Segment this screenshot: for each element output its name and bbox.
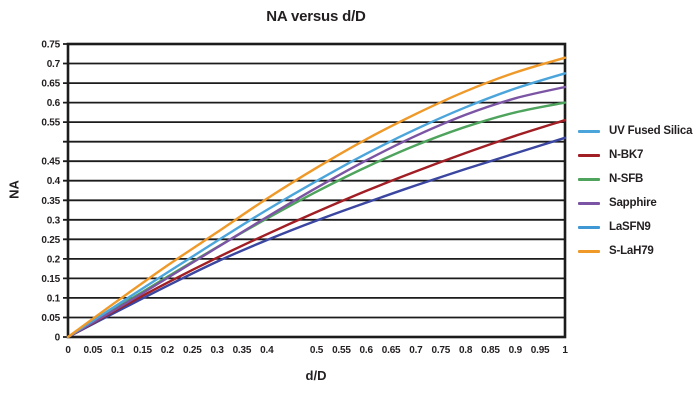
legend-swatch-n-sfb [578,177,600,181]
legend-item-n-bk7: N-BK7 [578,148,692,162]
legend-swatch-sapphire [578,201,600,205]
x-tick-label: 0.95 [531,345,550,356]
x-tick-label: 0.4 [260,345,274,356]
legend-swatch-n-bk7 [578,153,600,157]
legend-swatch-uv-fused-silica [578,129,600,133]
y-tick-label: 0.45 [41,157,60,168]
y-tick-label: 0.05 [41,313,60,324]
y-axis-label: NA [6,180,22,199]
legend-swatch-lasfn9 [578,225,600,229]
y-tick-label: 0 [55,333,61,344]
legend-label: S-LaH79 [609,245,654,257]
x-tick-label: 0.7 [409,345,423,356]
x-tick-label: 0.55 [332,345,351,356]
legend-item-uv-fused-silica: UV Fused Silica [578,124,692,138]
x-tick-label: 0.3 [210,345,224,356]
series-line-n-bk7 [66,119,567,339]
legend-item-lasfn9: LaSFN9 [578,220,692,234]
legend-label: Sapphire [609,197,657,209]
legend-item-s-lah79: S-LaH79 [578,244,692,258]
x-tick-label: 0.6 [360,345,374,356]
x-tick-label: 0.35 [233,345,252,356]
x-tick-label: 0.2 [161,345,175,356]
x-tick-label: 0.8 [459,345,473,356]
legend-swatch-s-lah79 [578,249,600,253]
x-tick-label: 0.05 [83,345,102,356]
x-axis-label: d/D [305,368,327,383]
x-tick-label: 0.1 [111,345,125,356]
y-tick-label: 0.25 [41,235,60,246]
x-tick-label: 0 [65,345,71,356]
series-line-s-lah79 [66,56,567,339]
x-tick-label: 0.5 [310,345,324,356]
y-tick-label: 0.35 [41,196,60,207]
legend: UV Fused Silica N-BK7 N-SFB Sapphire LaSFN9 S… [578,124,692,268]
legend-label: LaSFN9 [609,221,651,233]
x-tick-label: 0.25 [183,345,202,356]
y-tick-label: 0.3 [47,215,61,226]
series-line-sapphire [66,85,567,339]
x-tick-label: 1 [562,345,568,356]
x-tick-label: 0.75 [431,345,450,356]
legend-item-n-sfb: N-SFB [578,172,692,186]
x-tick-label: 0.15 [133,345,152,356]
x-tick-label: 0.9 [509,345,523,356]
chart-title: NA versus d/D [266,8,366,25]
y-tick-label: 0.65 [41,79,60,90]
legend-label: N-SFB [609,173,644,185]
plot-border [66,42,567,339]
y-tick-label: 0.2 [47,254,61,265]
y-tick-label: 0.4 [47,176,61,187]
y-tick-label: 0.1 [47,293,61,304]
y-tick-label: 0.75 [41,40,60,51]
x-tick-label: 0.65 [382,345,401,356]
legend-label: UV Fused Silica [609,125,693,137]
y-tick-label: 0.6 [47,98,61,109]
y-tick-label: 0.55 [41,118,60,129]
legend-item-sapphire: Sapphire [578,196,692,210]
series-line-lasfn9 [66,72,567,339]
y-tick-label: 0.15 [41,274,60,285]
series-line-uv-fused-silica [66,136,567,339]
y-tick-label: 0.7 [47,59,61,70]
x-tick-label: 0.85 [481,345,500,356]
legend-label: N-BK7 [609,149,644,161]
